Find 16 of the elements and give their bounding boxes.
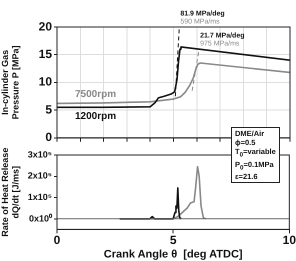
y-axis-title: Rate of Heat Release dQ/dt [J/ms] — [0, 148, 21, 237]
y-tick-label: 15 — [38, 47, 52, 62]
y-tick-label: 2x10⁵ — [28, 170, 52, 181]
y-tick-label: 10 — [38, 74, 52, 89]
x-axis-title: Crank Angle θ [deg ATDC] — [104, 248, 243, 260]
y-tick-label: 0 — [45, 130, 52, 144]
x-tick-label: 5 — [170, 232, 177, 247]
y-tick-label: 5 — [45, 102, 52, 116]
series-label: 7500rpm — [75, 89, 116, 100]
y-tick-label: 3x10⁵ — [28, 149, 52, 160]
y-tick-label: 0x10⁰ — [28, 213, 53, 224]
series-label: 1200rpm — [75, 111, 116, 122]
y-tick-label: 1x10⁵ — [28, 192, 52, 202]
x-tick-label: 10 — [282, 232, 296, 247]
y-tick-label: 20 — [38, 19, 52, 34]
y-axis-title: In-cylinder Gas Pressure P [MPa] — [0, 45, 21, 120]
